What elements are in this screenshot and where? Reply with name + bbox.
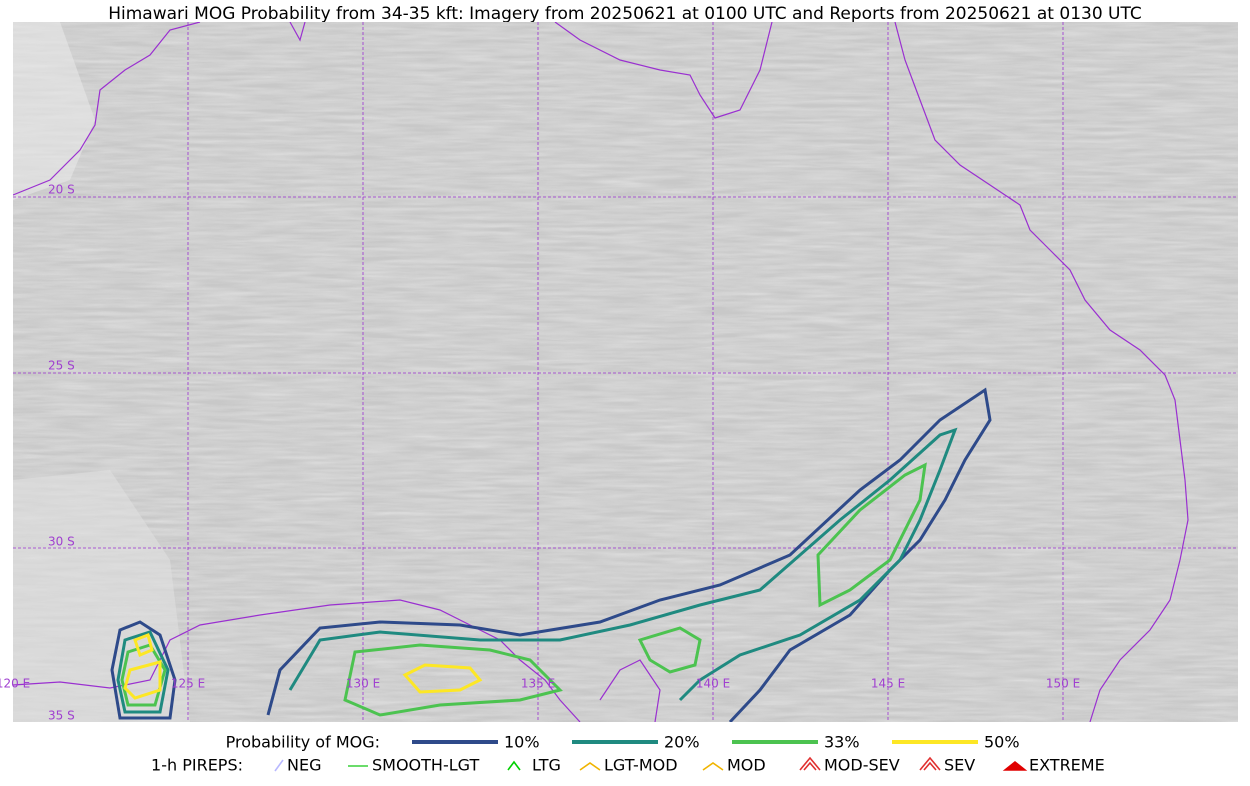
lon-label: 150 E [1046,677,1080,691]
legend-symbol [507,760,521,771]
lon-label: 135 E [521,677,555,691]
cloud-area [13,470,190,722]
lon-label: 125 E [171,677,205,691]
graticule [13,22,1238,722]
map [13,22,1238,722]
legend-symbol [274,759,284,772]
legend-label: MOD [727,756,766,775]
legend-heading: 1-h PIREPS: [151,756,243,775]
legend-label: EXTREME [1029,756,1105,775]
lat-label: 35 S [48,709,75,723]
lon-label: 130 E [346,677,380,691]
satellite-texture [13,22,1238,722]
legend-label: SMOOTH-LGT [372,756,479,775]
legend-label: MOD-SEV [824,756,900,775]
legend-symbol [799,756,821,771]
legend-label: 20% [664,733,700,752]
legend-label: SEV [944,756,975,775]
legend-label: 50% [984,733,1020,752]
lat-label: 25 S [48,359,75,373]
legend-label: 10% [504,733,540,752]
legend-label: LGT-MOD [604,756,678,775]
probability-contours [110,387,992,722]
legend-heading: Probability of MOG: [226,733,380,752]
legend-symbol [919,756,941,771]
legend-symbol [702,762,724,771]
lon-label: 145 E [871,677,905,691]
legend-symbol [579,762,601,771]
coastline [13,22,1189,722]
title: Himawari MOG Probability from 34-35 kft:… [108,4,1142,24]
lat-label: 30 S [48,535,75,549]
grid-labels: 20 S 25 S 30 S 35 S 120 E 125 E 130 E 135 E 140 … [0,183,1080,723]
legend-label: LTG [532,756,561,775]
legend: Probability of MOG: 10% 20% 33% 50% 1-h PIREP… [151,733,1105,775]
legend-symbol [1002,760,1028,771]
legend-label: 33% [824,733,860,752]
lon-label: 140 E [696,677,730,691]
lat-label: 20 S [48,183,75,197]
legend-label: NEG [287,756,321,775]
lon-label: 120 E [0,677,30,691]
